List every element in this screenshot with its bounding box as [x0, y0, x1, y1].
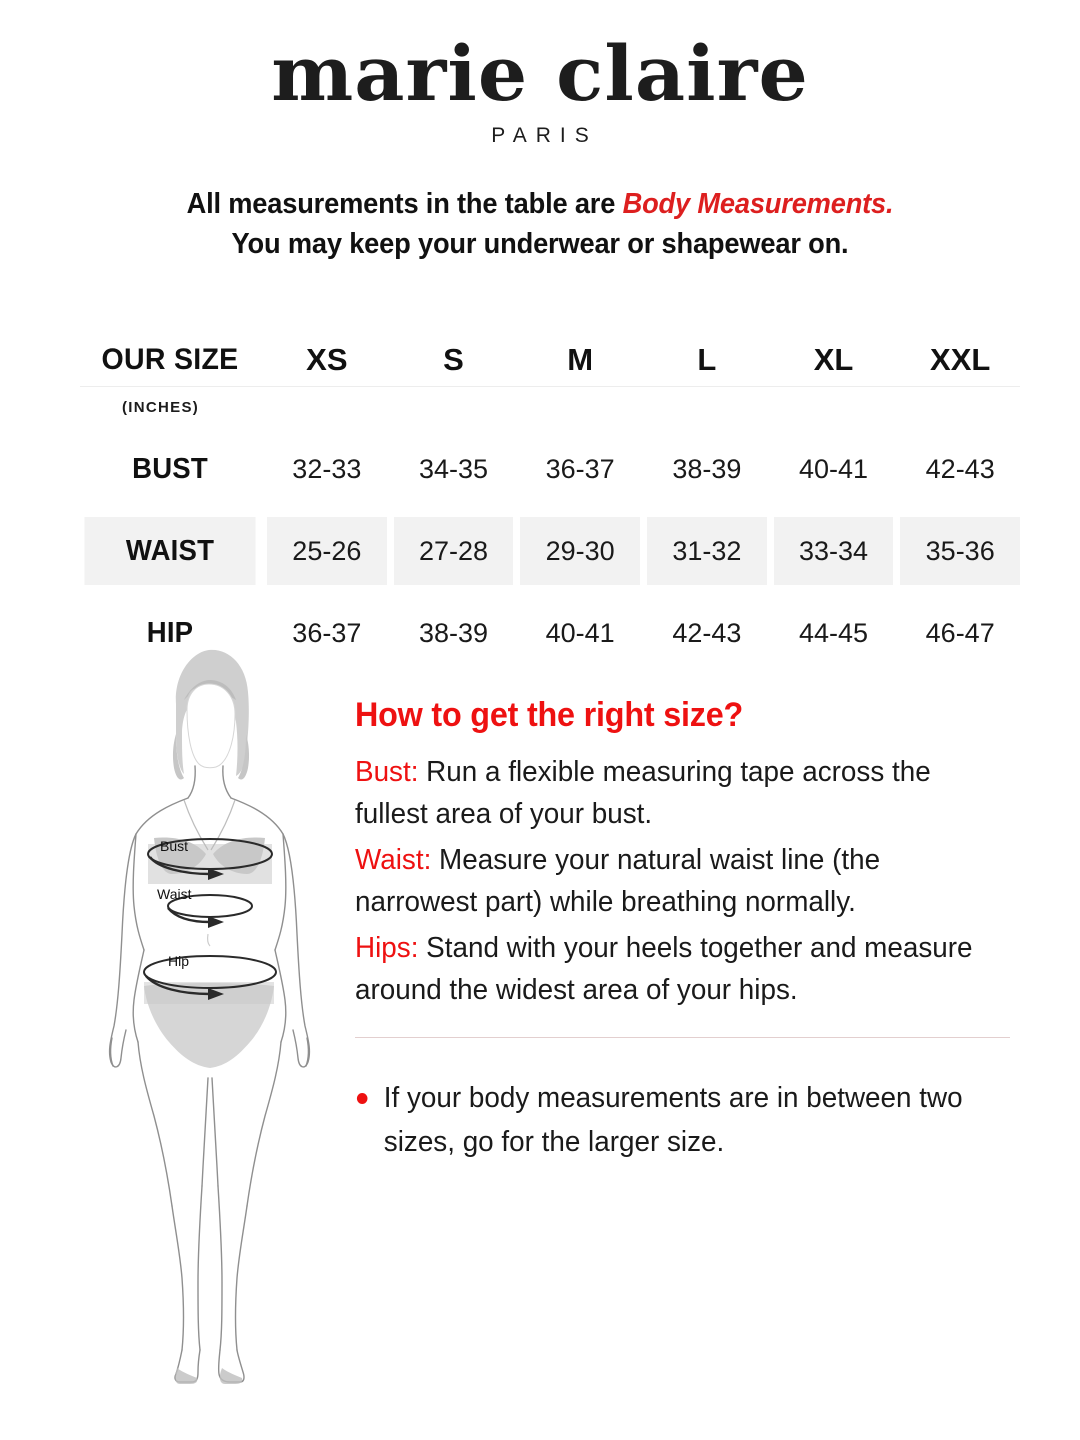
size-table: OUR SIZE XS S M L XL XXL (INCHES) BUST 3…: [80, 334, 1021, 667]
bullet-icon: [356, 1093, 368, 1104]
brand-logo-text: marie claire: [271, 29, 809, 118]
row-label-bust: BUST: [132, 452, 208, 485]
header-col-xs: XS: [306, 342, 348, 377]
guide-term-hips: Hips:: [355, 932, 419, 964]
cell-hip-xl: 44-45: [798, 617, 869, 648]
guide-divider: [355, 1037, 1010, 1038]
intro-line-1: All measurements in the table are Body M…: [32, 184, 1047, 224]
intro-line-1-prefix: All measurements in the table are: [186, 188, 623, 220]
face-shape: [186, 683, 236, 769]
header-col-xxl: XXL: [930, 342, 991, 377]
header-col-s: S: [443, 342, 464, 377]
bust-measure-ring: [147, 838, 273, 880]
intro-highlight: Body Measurements.: [622, 188, 894, 220]
sizing-note-text: If your body measurements are in between…: [383, 1082, 963, 1158]
intro-line-2: You may keep your underwear or shapewear…: [231, 228, 849, 260]
navel-mark: [207, 933, 211, 947]
table-row-waist: WAIST 25-26 27-28 29-30 31-32 33-34 35-3…: [80, 517, 1021, 585]
hip-measure-ring: [143, 955, 277, 1000]
guide-heading: How to get the right size?: [355, 696, 744, 734]
figure-label-hip: Hip: [168, 953, 190, 969]
table-row-hip: HIP 36-37 38-39 40-41 42-43 44-45 46-47: [80, 599, 1020, 667]
bra-straps: [183, 799, 236, 851]
cell-waist-xl: 33-34: [773, 517, 894, 585]
cell-bust-m: 36-37: [545, 453, 615, 484]
cell-waist-m: 29-30: [520, 517, 641, 585]
header-our-size: OUR SIZE: [101, 343, 239, 376]
guide-item-waist: Waist: Measure your natural waist line (…: [355, 839, 996, 923]
cell-bust-xs: 32-33: [292, 453, 362, 484]
table-row-bust: BUST 32-33 34-35 36-37 38-39 40-41 42-43: [80, 435, 1020, 503]
how-to-measure-section: How to get the right size? Bust: Run a f…: [355, 696, 1023, 1164]
table-header-row: OUR SIZE XS S M L XL XXL: [80, 334, 1020, 386]
header-col-xl: XL: [813, 342, 854, 377]
brand-header: marie claire PARIS: [0, 36, 1080, 148]
figure-label-waist: Waist: [157, 886, 192, 902]
row-label-waist: WAIST: [84, 517, 256, 585]
cell-waist-xs: 25-26: [267, 517, 387, 585]
cell-bust-s: 34-35: [418, 453, 489, 484]
table-units-row: (INCHES): [80, 387, 1020, 427]
guide-text-waist: Measure your natural waist line (the nar…: [355, 844, 881, 918]
cell-hip-s: 38-39: [418, 617, 489, 648]
brand-subtitle: PARIS: [491, 124, 598, 147]
guide-term-bust: Bust:: [355, 756, 419, 788]
cell-waist-xxl: 35-36: [900, 517, 1021, 585]
cell-bust-xl: 40-41: [798, 453, 869, 484]
header-col-m: M: [567, 342, 594, 377]
units-label: (INCHES): [122, 398, 200, 416]
body-measurement-illustration: Bust Waist Hip: [88, 638, 350, 1398]
guide-item-bust: Bust: Run a flexible measuring tape acro…: [355, 751, 996, 835]
cell-hip-m: 40-41: [545, 617, 615, 648]
cell-hip-xxl: 46-47: [925, 617, 995, 648]
shoes-shape: [175, 1368, 243, 1384]
header-divider: [80, 386, 1020, 387]
waist-measure-ring: [167, 894, 253, 928]
cell-hip-xs: 36-37: [292, 617, 362, 648]
header-col-l: L: [697, 342, 717, 377]
figure-label-bust: Bust: [160, 838, 189, 854]
cell-hip-l: 42-43: [672, 617, 742, 648]
cell-waist-s: 27-28: [393, 517, 514, 585]
row-label-hip: HIP: [146, 616, 194, 649]
guide-text-bust: Run a flexible measuring tape across the…: [355, 756, 931, 830]
female-figure-svg: [108, 649, 311, 1384]
sizing-note: If your body measurements are in between…: [355, 1076, 996, 1164]
guide-term-waist: Waist:: [355, 844, 432, 876]
guide-item-hips: Hips: Stand with your heels together and…: [355, 927, 996, 1011]
guide-text-hips: Stand with your heels together and measu…: [355, 932, 973, 1006]
cell-waist-l: 31-32: [647, 517, 767, 585]
cell-bust-l: 38-39: [672, 453, 742, 484]
intro-text: All measurements in the table are Body M…: [32, 184, 1047, 264]
cell-bust-xxl: 42-43: [925, 453, 995, 484]
